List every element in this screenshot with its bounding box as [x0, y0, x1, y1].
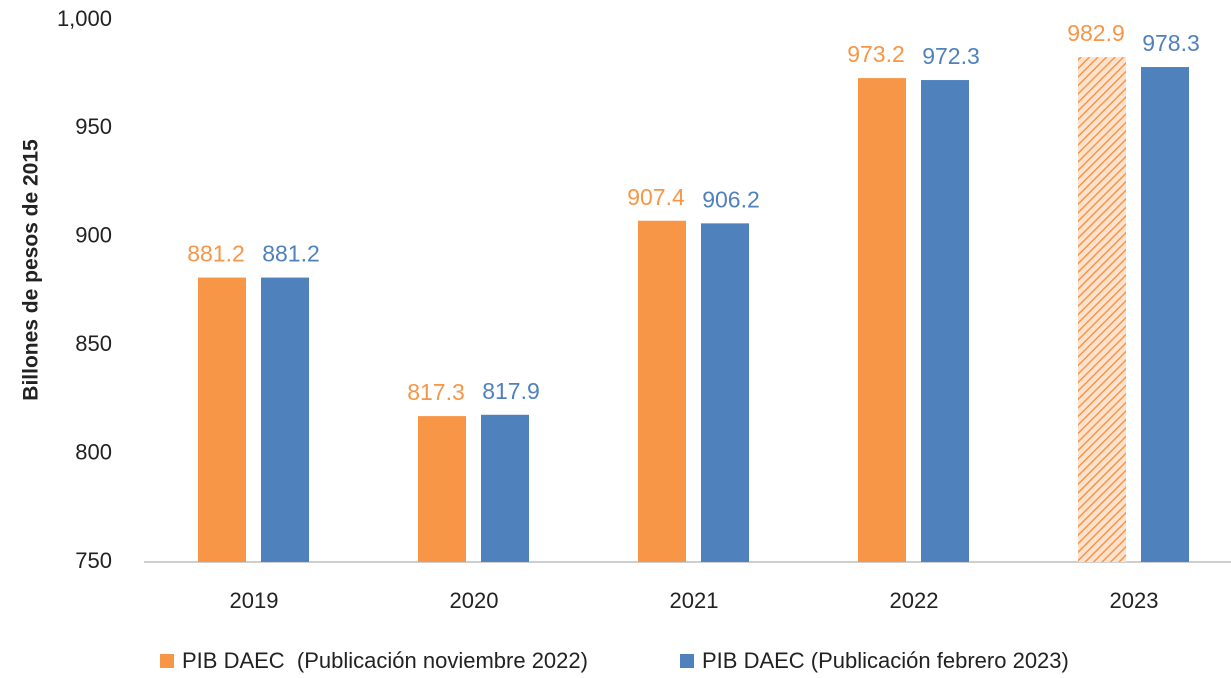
- bar: [921, 80, 969, 563]
- y-tick-label: 900: [75, 223, 112, 248]
- legend-swatch: [680, 654, 694, 668]
- value-label: 817.3: [407, 379, 465, 405]
- value-label: 978.3: [1142, 30, 1200, 56]
- y-axis-title: Billones de pesos de 2015: [20, 139, 43, 401]
- legend-swatch: [160, 654, 174, 668]
- bar: [261, 277, 309, 562]
- value-label: 906.2: [702, 186, 760, 212]
- bar: [858, 78, 906, 562]
- value-label: 982.9: [1067, 20, 1125, 46]
- x-tick-label: 2021: [670, 588, 719, 613]
- bar: [418, 416, 466, 562]
- x-tick-label: 2022: [890, 588, 939, 613]
- bar: [701, 223, 749, 562]
- y-tick-label: 750: [75, 548, 112, 573]
- x-tick-label: 2020: [450, 588, 499, 613]
- y-tick-label: 800: [75, 439, 112, 464]
- value-label: 817.9: [482, 378, 540, 404]
- value-label: 881.2: [262, 241, 320, 267]
- bar: [1141, 67, 1189, 563]
- bar: [198, 277, 246, 562]
- y-tick-label: 950: [75, 114, 112, 139]
- legend-label: PIB DAEC (Publicación noviembre 2022): [182, 648, 588, 673]
- y-tick-label: 850: [75, 331, 112, 356]
- x-tick-label: 2019: [230, 588, 279, 613]
- bar: [1078, 57, 1126, 562]
- value-label: 972.3: [922, 43, 980, 69]
- value-label: 973.2: [847, 41, 905, 67]
- x-tick-label: 2023: [1110, 588, 1159, 613]
- bar: [481, 414, 529, 562]
- value-label: 907.4: [627, 184, 685, 210]
- y-tick-label: 1,000: [57, 6, 112, 31]
- bar: [638, 220, 686, 562]
- value-label: 881.2: [187, 241, 245, 267]
- legend-label: PIB DAEC (Publicación febrero 2023): [702, 648, 1069, 673]
